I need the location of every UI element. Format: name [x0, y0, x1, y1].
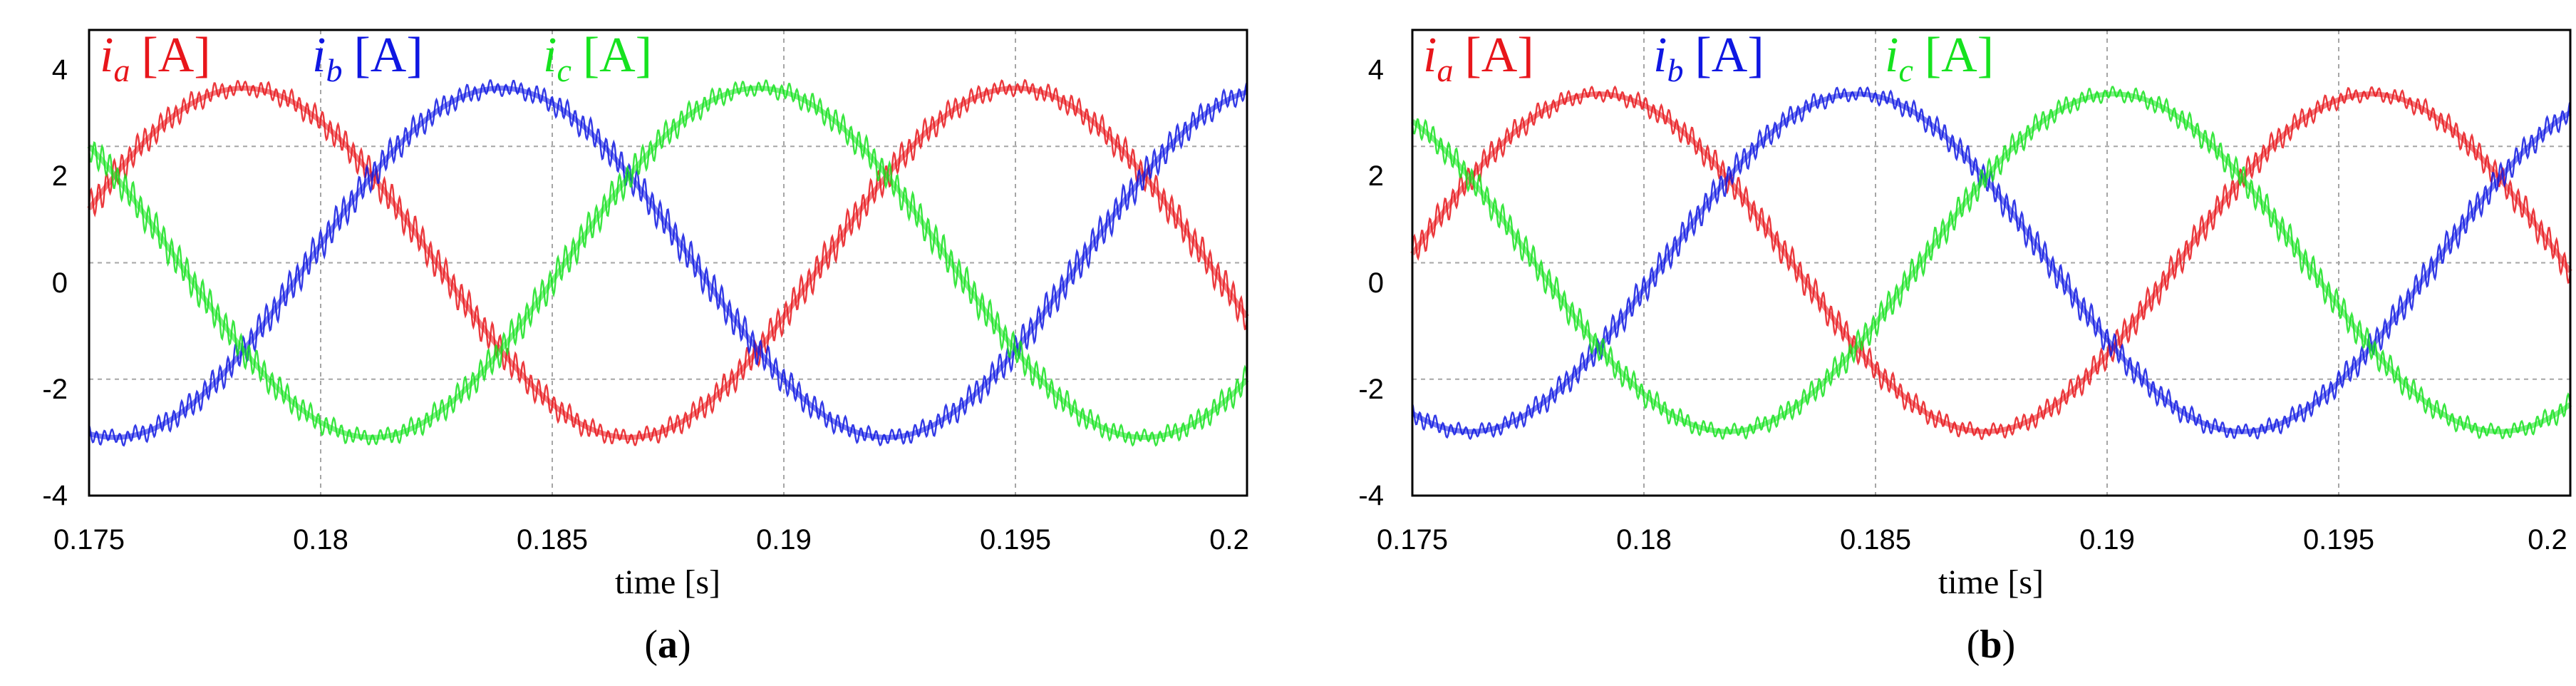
x-axis-title: time [s]	[1938, 563, 2044, 601]
x-tick-label: 0.19	[2079, 524, 2135, 556]
series-lines-a	[87, 78, 1249, 447]
x-tick-label: 0.18	[293, 524, 348, 556]
x-tick-label: 0.195	[2303, 524, 2374, 556]
x-tick-label: 0.175	[1377, 524, 1448, 556]
y-tick-label: 4	[1368, 54, 1384, 86]
legend-ia: ia [A]	[100, 28, 211, 88]
plot-frame-a	[88, 29, 1248, 497]
chart-panel-b: 4 2 0 -2 -4 0.175 0.18 0.185 0.19 0.195 …	[1358, 28, 2572, 667]
x-axis-title: time [s]	[615, 563, 720, 601]
y-tick-label: 2	[52, 160, 68, 192]
series-line-ib	[88, 86, 1248, 440]
x-tick-label: 0.185	[517, 524, 588, 556]
y-tick-label: 0	[1368, 267, 1384, 299]
series-line-ia	[1410, 91, 2572, 434]
series-lines-b	[1410, 85, 2572, 441]
plot-frame-b	[1411, 29, 2572, 497]
panel-label-a: (a)	[644, 623, 690, 667]
x-tick-label: 0.18	[1616, 524, 1672, 556]
y-tick-label: -2	[42, 374, 68, 405]
panel-letter: a	[658, 623, 678, 667]
panel-letter: b	[1980, 623, 2002, 667]
legend-ic: ic [A]	[543, 28, 652, 88]
grid-a	[89, 30, 1247, 496]
series-line-ib-ripple	[88, 79, 1248, 447]
x-tick-label: 0.175	[53, 524, 125, 556]
panel-label-b: (b)	[1967, 623, 2015, 667]
x-tick-label: 0.2	[1209, 524, 1249, 556]
y-tick-label: -2	[1358, 374, 1384, 405]
y-tick-label: 2	[1368, 160, 1384, 192]
y-tick-label: 4	[52, 54, 68, 86]
chart-panel-a: 4 2 0 -2 -4 0.175 0.18 0.185 0.19 0.195 …	[42, 28, 1249, 667]
legend-ib: ib [A]	[312, 28, 423, 88]
x-tick-label: 0.185	[1840, 524, 1911, 556]
x-tick-label: 0.19	[756, 524, 812, 556]
legend-ic: ic [A]	[1885, 28, 1994, 88]
legend-ib: ib [A]	[1653, 28, 1764, 88]
x-tick-label: 0.195	[980, 524, 1051, 556]
series-line-ic	[87, 86, 1249, 440]
x-tick-label: 0.2	[2528, 524, 2567, 556]
series-line-ic	[1410, 91, 2572, 434]
legend-ia: ia [A]	[1423, 28, 1534, 88]
series-line-ia	[87, 86, 1249, 440]
y-tick-label: 0	[52, 267, 68, 299]
series-line-ib	[1411, 91, 2572, 434]
y-tick-label: -4	[42, 480, 68, 511]
y-tick-label: -4	[1358, 480, 1384, 511]
